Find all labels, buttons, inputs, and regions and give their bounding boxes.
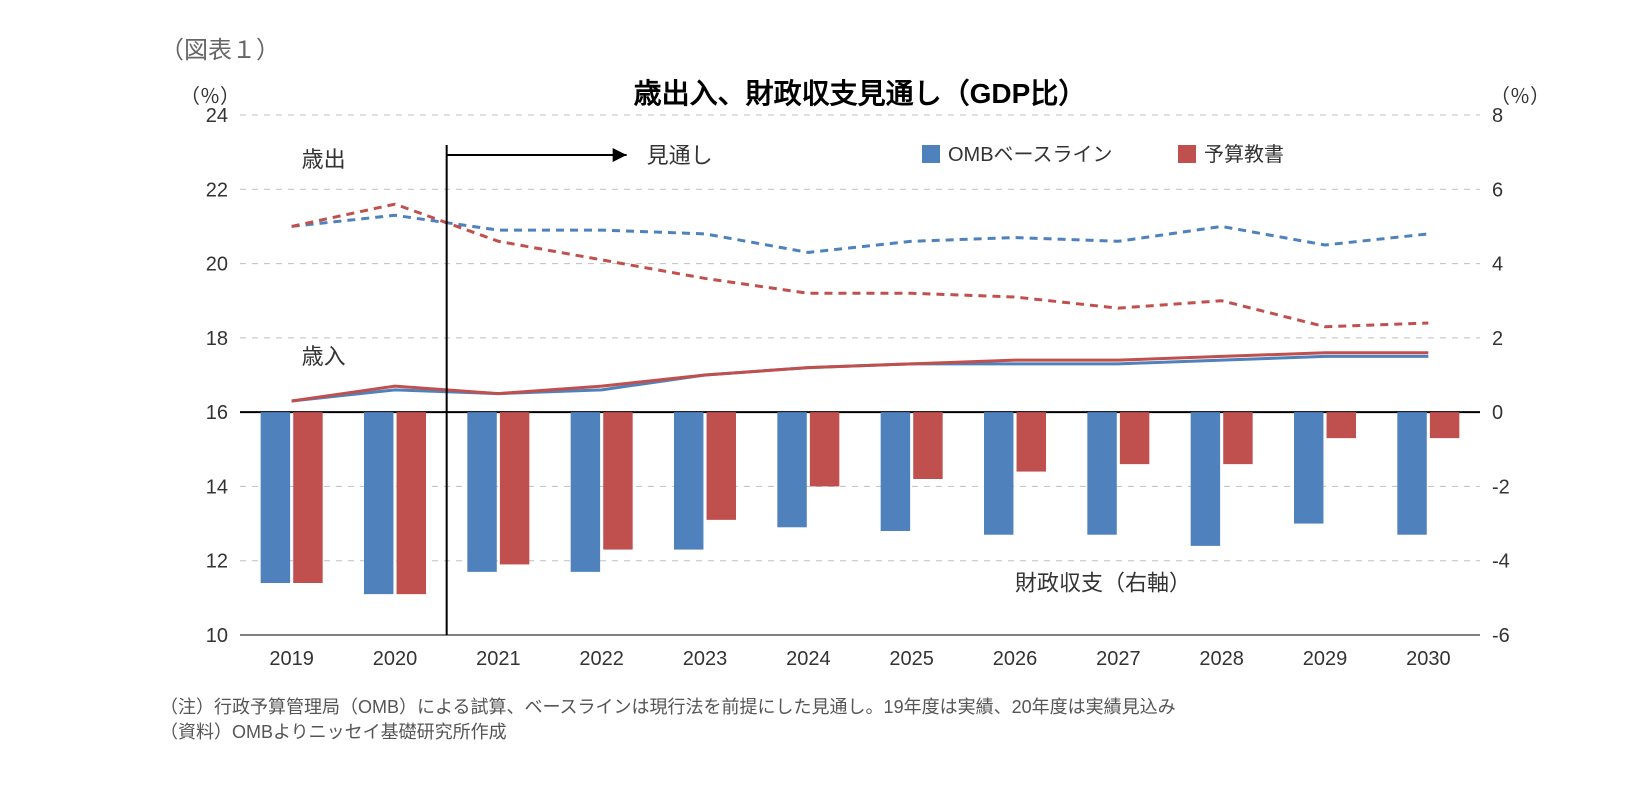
svg-text:10: 10 [206,625,228,647]
svg-text:0: 0 [1492,402,1503,424]
svg-text:-2: -2 [1492,476,1510,498]
svg-text:2027: 2027 [1096,648,1141,670]
svg-text:財政収支（右軸）: 財政収支（右軸） [1015,570,1191,595]
svg-text:16: 16 [206,402,228,424]
svg-text:12: 12 [206,551,228,573]
svg-text:2028: 2028 [1199,648,1244,670]
svg-text:歳出: 歳出 [302,147,346,172]
svg-text:2019: 2019 [269,648,314,670]
svg-text:2020: 2020 [373,648,418,670]
svg-text:2029: 2029 [1303,648,1348,670]
svg-text:歳入: 歳入 [302,344,346,369]
svg-text:6: 6 [1492,179,1503,201]
svg-text:14: 14 [206,476,228,498]
svg-text:2: 2 [1492,328,1503,350]
svg-text:8: 8 [1492,105,1503,127]
figure-label: （図表１） [160,30,1607,65]
svg-text:OMBベースライン: OMBベースライン [948,144,1113,166]
svg-text:2030: 2030 [1406,648,1451,670]
svg-text:22: 22 [206,179,228,201]
svg-text:2023: 2023 [683,648,728,670]
svg-text:2022: 2022 [579,648,624,670]
svg-text:-6: -6 [1492,625,1510,647]
chart: 歳出入、財政収支見通し（GDP比）（％）（％）1012141618202224-… [160,65,1560,695]
svg-text:歳出入、財政収支見通し（GDP比）: 歳出入、財政収支見通し（GDP比） [634,77,1087,109]
svg-text:予算教書: 予算教書 [1204,143,1284,166]
svg-text:18: 18 [206,328,228,350]
svg-text:4: 4 [1492,254,1503,276]
svg-text:2025: 2025 [889,648,934,670]
footnote-1: （注）行政予算管理局（OMB）による試算、ベースラインは現行法を前提にした見通し… [160,695,1607,720]
svg-text:24: 24 [206,105,228,127]
svg-text:20: 20 [206,254,228,276]
svg-text:2021: 2021 [476,648,521,670]
footnote-2: （資料）OMBよりニッセイ基礎研究所作成 [160,720,1607,745]
svg-text:2024: 2024 [786,648,831,670]
svg-text:2026: 2026 [993,648,1038,670]
svg-text:-4: -4 [1492,551,1510,573]
svg-text:見通し: 見通し [647,143,713,168]
